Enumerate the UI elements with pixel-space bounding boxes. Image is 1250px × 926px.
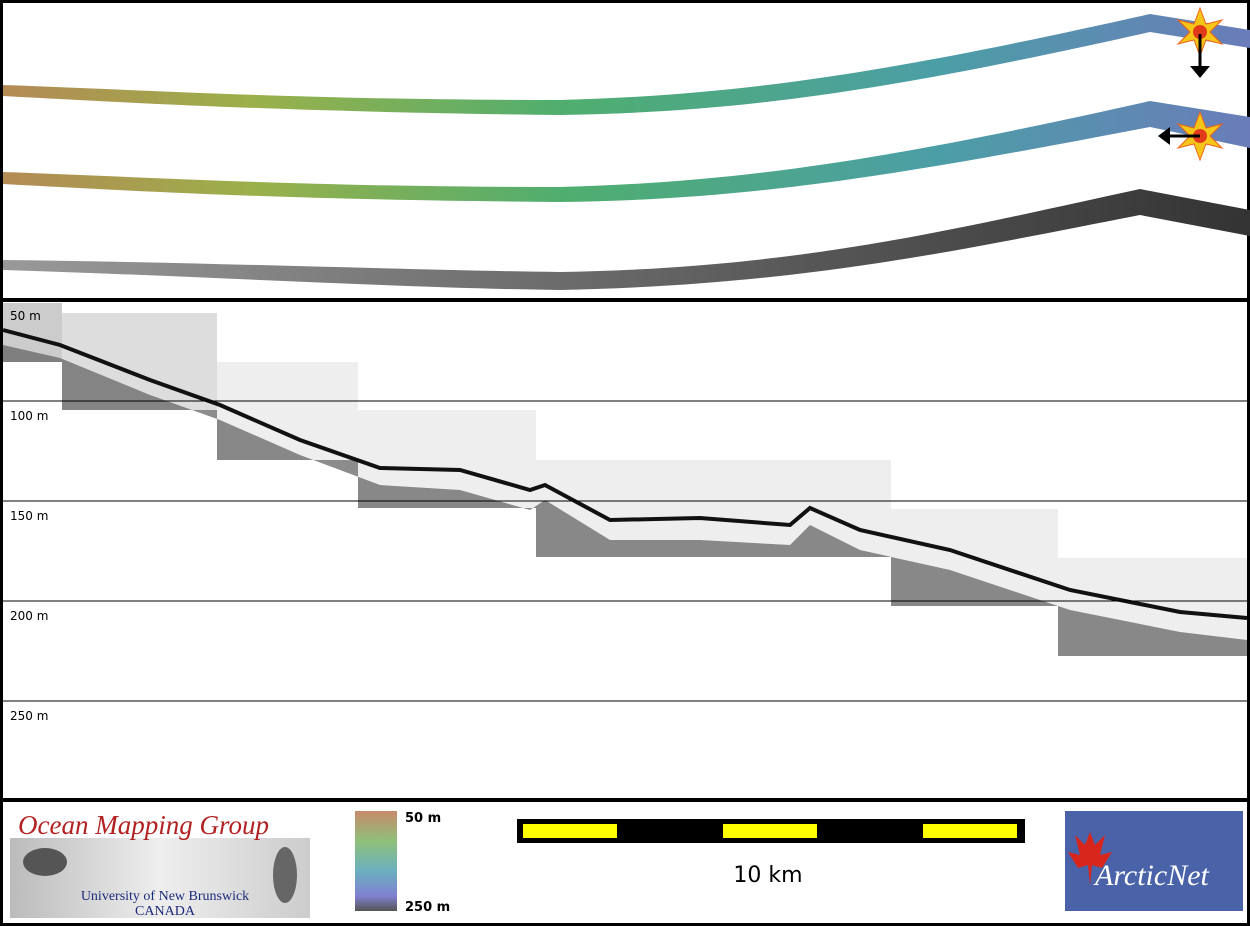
partner-logo-text: ArcticNet (1093, 859, 1210, 892)
marker (1176, 6, 1224, 78)
colorbar-label: 250 m (405, 900, 450, 915)
swath-panel (3, 6, 1250, 290)
marker (1158, 110, 1224, 162)
omg-logo: Ocean Mapping Group University of New Br… (10, 810, 310, 919)
swath (3, 101, 1250, 202)
profile-panel: 50 m 100 m 150 m 200 m 250 m (2, 303, 1248, 723)
sediment (3, 345, 1247, 656)
depth-label: 50 m (10, 309, 41, 323)
depth-label: 100 m (10, 409, 48, 423)
colorbar-label: 50 m (405, 811, 441, 826)
depth-label: 200 m (10, 609, 48, 623)
backscatter-swath (3, 189, 1250, 290)
scale-bar (517, 819, 1025, 843)
depth-lines (3, 400, 1247, 702)
swath (3, 14, 1250, 115)
logo-text: University of New Brunswick (81, 889, 249, 904)
scale-label: 10 km (733, 863, 802, 888)
depth-label: 250 m (10, 709, 48, 723)
arcticnet-logo: ArcticNet (1065, 811, 1243, 911)
logo-text: CANADA (135, 904, 196, 919)
logo-title: Ocean Mapping Group (18, 810, 269, 840)
colorbar (355, 811, 397, 911)
depth-label: 150 m (10, 509, 48, 523)
